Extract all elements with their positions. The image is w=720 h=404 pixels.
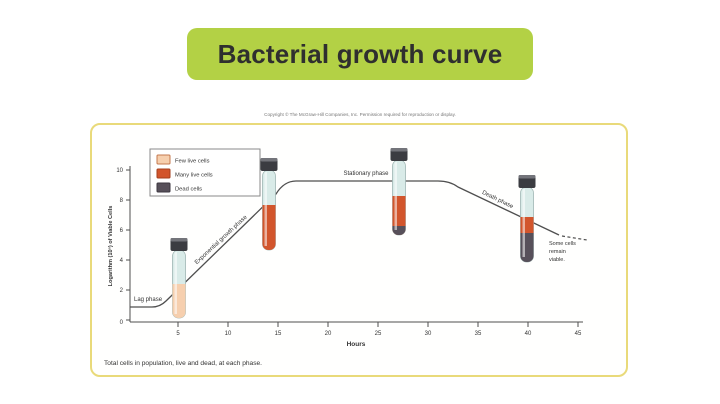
legend-label-many-live-cells: Many live cells <box>175 173 213 179</box>
legend-swatch-dead-cells <box>156 182 171 193</box>
tube-segment-dead <box>520 233 534 262</box>
annotation-some-cells-remain-viable: Some cells remain viable. <box>549 241 576 263</box>
copyright-line: Copyright © The McGraw-Hill Companies, I… <box>264 111 456 117</box>
x-tick: 30 <box>425 331 432 337</box>
tube-segment-many-live <box>520 217 534 233</box>
x-tick: 10 <box>225 331 232 337</box>
test-tube-stationary-phase <box>390 148 408 236</box>
legend-swatch-few-live-cells <box>156 154 171 165</box>
x-tick: 25 <box>375 331 382 337</box>
y-tick: 10 <box>116 168 123 174</box>
x-axis-label: Hours <box>347 341 366 348</box>
page-title: Bacterial growth curve <box>217 38 503 69</box>
svg-text:remain: remain <box>549 249 566 255</box>
tube-segment-many-live <box>262 205 276 250</box>
y-tick: 4 <box>120 258 124 264</box>
growth-curve-dashed-extension <box>561 235 588 241</box>
x-tick: 15 <box>275 331 282 337</box>
x-tick-labels: 5 10 15 20 25 30 35 40 45 <box>176 331 582 337</box>
tube-segment-few-live <box>172 284 186 318</box>
x-tick: 35 <box>475 331 482 337</box>
y-axis-label: Logarithm (10ⁿ) of Viable Cells <box>107 206 114 287</box>
x-tick: 20 <box>325 331 332 337</box>
y-tick: 8 <box>120 198 124 204</box>
growth-curve-line <box>130 180 560 308</box>
test-tube-death-phase <box>518 175 536 263</box>
phase-label-lag: Lag phase <box>134 297 163 303</box>
test-tube-exponential-phase <box>260 158 278 251</box>
legend-label-few-live-cells: Few live cells <box>175 159 210 165</box>
title-banner: Bacterial growth curve <box>187 28 533 80</box>
phase-label-stationary: Stationary phase <box>343 171 389 177</box>
axes <box>126 166 583 327</box>
y-tick: 0 <box>120 320 124 326</box>
legend-swatch-many-live-cells <box>156 168 171 179</box>
y-tick-labels: 10 8 6 4 2 0 <box>116 168 123 326</box>
x-tick: 5 <box>176 331 180 337</box>
phase-label-exponential: Exponential growth phase <box>194 214 249 266</box>
legend: Few live cells Many live cells Dead cell… <box>149 148 261 197</box>
svg-text:viable.: viable. <box>549 257 565 263</box>
x-tick: 45 <box>575 331 582 337</box>
figure-caption: Total cells in population, live and dead… <box>104 360 262 367</box>
svg-text:Some cells: Some cells <box>549 241 576 247</box>
x-tick: 40 <box>525 331 532 337</box>
legend-label-dead-cells: Dead cells <box>175 187 202 193</box>
tube-segment-dead <box>392 226 406 235</box>
y-tick: 6 <box>120 228 124 234</box>
test-tube-lag-phase <box>170 238 188 319</box>
y-tick: 2 <box>120 288 124 294</box>
